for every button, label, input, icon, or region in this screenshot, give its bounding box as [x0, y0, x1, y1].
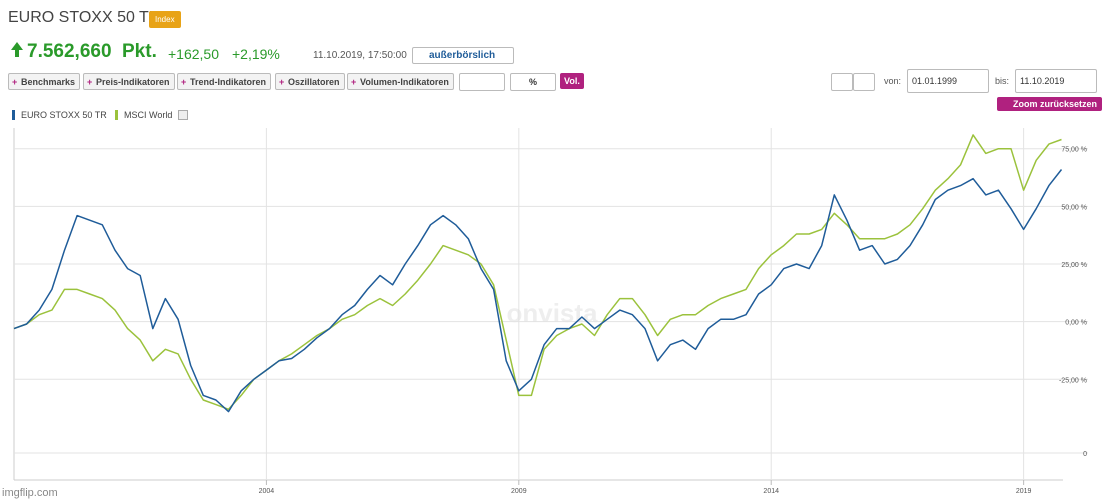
- icon-button[interactable]: [831, 73, 853, 91]
- zoom-reset[interactable]: Zoom zurücksetzen: [997, 97, 1103, 111]
- y-tick-label: 0,00 %: [1065, 320, 1087, 327]
- unit: Pkt.: [122, 41, 157, 62]
- button[interactable]: Benchmarks: [8, 73, 81, 90]
- title: EURO STOXX 50 TR: [8, 9, 161, 26]
- y2-tick-label: 0: [1083, 451, 1087, 458]
- from-date[interactable]: 01.01.1999: [907, 69, 989, 93]
- change: +162,50: [168, 46, 219, 62]
- legend-item: EURO STOXX 50 TR: [12, 110, 107, 120]
- market-select[interactable]: außerbörslich: [412, 47, 515, 64]
- scale-select[interactable]: %: [510, 73, 556, 91]
- footer-watermark: imgflip.com: [2, 487, 58, 499]
- y-tick-label: 25,00 %: [1061, 262, 1087, 269]
- to-label: bis:: [995, 76, 1010, 86]
- up-arrow: [11, 42, 23, 57]
- to-date[interactable]: 11.10.2019: [1015, 69, 1097, 93]
- x-tick-label: 2009: [511, 488, 527, 495]
- volume-button[interactable]: Vol.: [560, 73, 584, 89]
- price: 7.562,660: [27, 41, 112, 62]
- badge: Index: [149, 11, 181, 28]
- button[interactable]: Volumen-Indikatoren: [347, 73, 454, 90]
- legend-close[interactable]: [178, 110, 188, 120]
- y-tick-label: 50,00 %: [1061, 204, 1087, 211]
- x-tick-label: 2014: [763, 488, 779, 495]
- button[interactable]: Preis-Indikatoren: [83, 73, 175, 90]
- change-pct: +2,19%: [232, 46, 280, 62]
- legend-item: MSCI World: [115, 110, 172, 120]
- datetime: 11.10.2019, 17:50:00: [313, 50, 407, 61]
- icon-button[interactable]: [853, 73, 875, 91]
- y-tick-label: -25,00 %: [1059, 377, 1087, 384]
- from-label: von:: [884, 76, 902, 86]
- button[interactable]: Trend-Indikatoren: [177, 73, 272, 90]
- y-tick-label: 75,00 %: [1061, 147, 1087, 154]
- series-line: [13, 169, 1063, 413]
- x-tick-label: 2019: [1016, 488, 1032, 495]
- button[interactable]: Oszillatoren: [275, 73, 345, 90]
- x-tick-label: 2004: [259, 488, 275, 495]
- series-line: [13, 134, 1062, 411]
- chart-type-select[interactable]: [459, 73, 505, 91]
- watermark: onvista: [506, 298, 598, 328]
